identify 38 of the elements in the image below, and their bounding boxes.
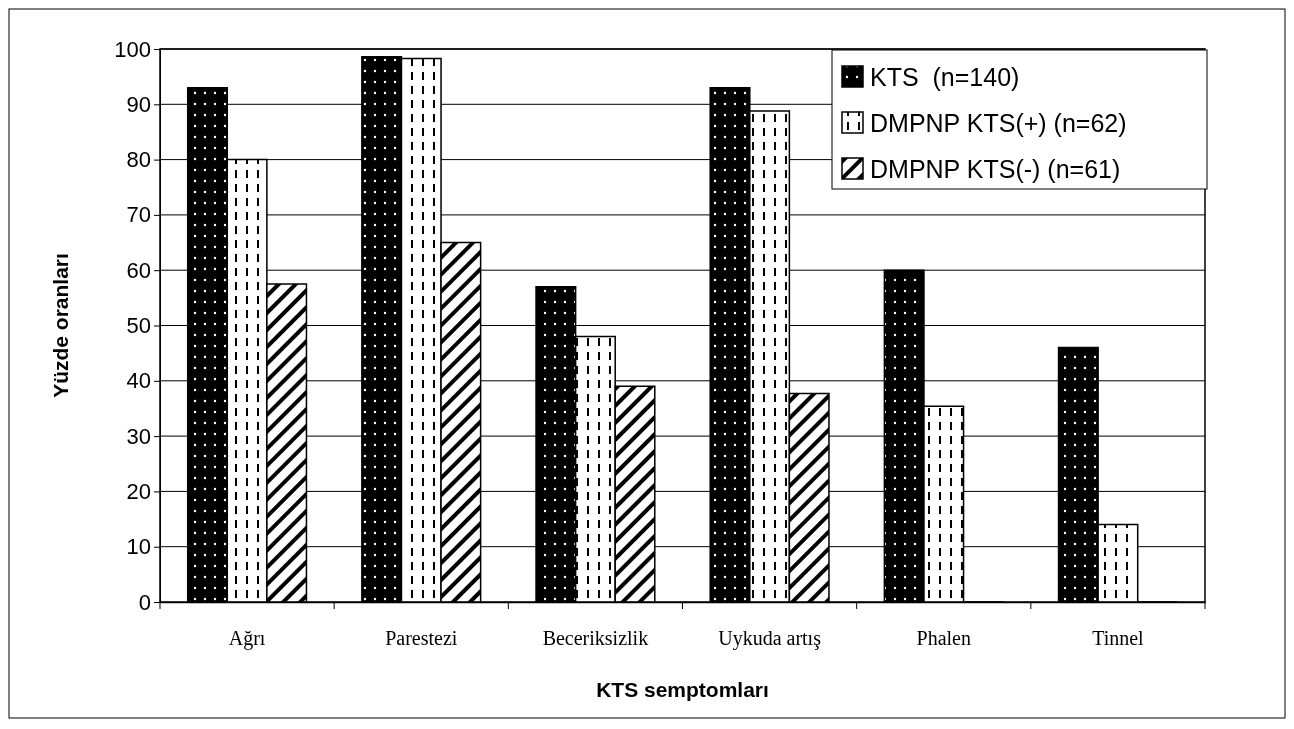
bar: [535, 286, 577, 603]
bar: [614, 385, 656, 603]
bar: [1097, 523, 1139, 603]
y-axis-title: Yüzde oranları: [49, 253, 72, 398]
legend-label: KTS (n=140): [870, 63, 1020, 91]
bar: [400, 57, 442, 603]
y-tick-label: 90: [126, 91, 151, 117]
bar: [1057, 346, 1099, 603]
bar: [749, 110, 791, 603]
x-axis-title: KTS semptomları: [596, 678, 769, 701]
y-tick-label: 10: [126, 534, 151, 560]
bar: [883, 269, 925, 603]
y-tick-label: 80: [126, 147, 151, 173]
y-tick-label: 20: [126, 478, 151, 504]
x-tick-label: Uykuda artış: [718, 627, 822, 650]
y-tick-label: 30: [126, 423, 151, 449]
y-tick-label: 70: [126, 202, 151, 228]
y-tick-label: 40: [126, 368, 151, 394]
bar: [574, 335, 616, 603]
x-tick-label: Tinnel: [1092, 627, 1145, 649]
x-tick-label: Ağrı: [228, 627, 266, 650]
x-tick-label: Parestezi: [385, 627, 458, 649]
bar: [788, 392, 830, 603]
y-tick-label: 60: [126, 257, 151, 283]
bar: [361, 55, 403, 603]
legend-label: DMPNP KTS(-) (n=61): [870, 155, 1121, 183]
x-tick-label: Phalen: [916, 627, 971, 649]
bar: [923, 405, 965, 603]
bar: [226, 158, 268, 603]
bar: [440, 241, 482, 603]
y-tick-label: 100: [114, 36, 151, 62]
bar: [186, 86, 229, 603]
y-tick-label: 50: [126, 313, 151, 339]
bar: [266, 283, 308, 603]
x-tick-label: Beceriksizlik: [542, 627, 649, 649]
bar: [709, 86, 751, 603]
legend-label: DMPNP KTS(+) (n=62): [870, 109, 1127, 137]
y-tick-label: 0: [138, 589, 151, 615]
